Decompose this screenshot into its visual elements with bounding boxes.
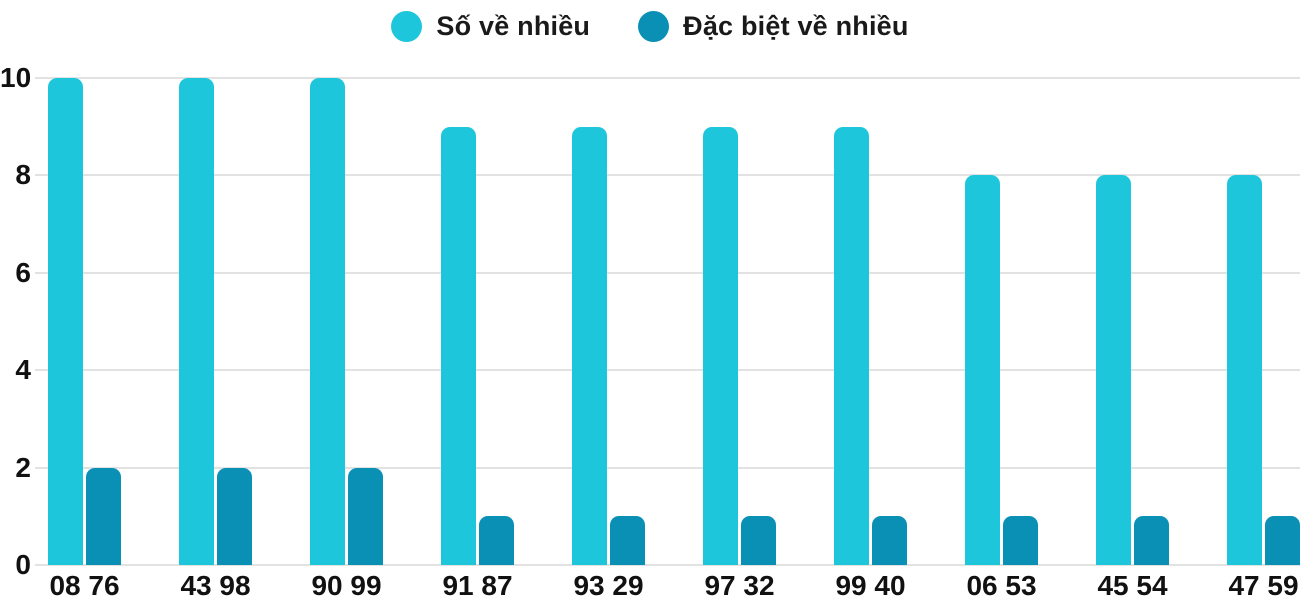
x-axis-label: 06 53 xyxy=(966,570,1037,600)
bar-dac-biet-ve-nhieu-43-98[interactable] xyxy=(217,467,252,565)
legend-item-so-ve-nhieu[interactable]: Số về nhiều xyxy=(391,11,590,42)
legend-label-dac-biet-ve-nhieu: Đặc biệt về nhiều xyxy=(683,11,909,41)
bar-so-ve-nhieu-91-87[interactable] xyxy=(441,126,476,565)
bar-dac-biet-ve-nhieu-97-32[interactable] xyxy=(741,516,776,565)
bar-dac-biet-ve-nhieu-93-29[interactable] xyxy=(610,516,645,565)
bar-so-ve-nhieu-90-99[interactable] xyxy=(310,78,345,565)
gridline xyxy=(35,174,1300,177)
y-axis-label: 4 xyxy=(15,354,31,386)
bar-so-ve-nhieu-43-98[interactable] xyxy=(179,78,214,565)
bar-so-ve-nhieu-97-32[interactable] xyxy=(703,126,738,565)
gridline xyxy=(35,77,1300,79)
x-axis-label: 99 40 xyxy=(835,570,906,600)
bar-dac-biet-ve-nhieu-45-54[interactable] xyxy=(1134,516,1169,565)
bar-so-ve-nhieu-99-40[interactable] xyxy=(834,126,869,565)
y-axis-label: 8 xyxy=(15,159,31,191)
x-axis-label: 91 87 xyxy=(442,570,513,600)
y-axis-label: 6 xyxy=(15,256,31,288)
bar-dac-biet-ve-nhieu-99-40[interactable] xyxy=(872,516,907,565)
bar-so-ve-nhieu-93-29[interactable] xyxy=(572,126,607,565)
x-axis-label: 90 99 xyxy=(311,570,382,600)
gridline xyxy=(35,466,1300,469)
chart-legend: Số về nhiều Đặc biệt về nhiều xyxy=(0,11,1300,42)
x-axis-label: 45 54 xyxy=(1097,570,1168,600)
x-axis-label: 47 59 xyxy=(1228,570,1299,600)
x-axis-label: 43 98 xyxy=(180,570,251,600)
bar-so-ve-nhieu-45-54[interactable] xyxy=(1096,175,1131,565)
x-axis-label: 97 32 xyxy=(704,570,775,600)
bar-so-ve-nhieu-06-53[interactable] xyxy=(965,175,1000,565)
gridline xyxy=(35,271,1300,274)
legend-swatch-cyan-icon xyxy=(391,11,423,42)
legend-item-dac-biet-ve-nhieu[interactable]: Đặc biệt về nhiều xyxy=(638,11,908,42)
gridline xyxy=(35,369,1300,372)
legend-swatch-teal-icon xyxy=(638,11,670,42)
x-axis-label: 08 76 xyxy=(49,570,120,600)
bar-dac-biet-ve-nhieu-08-76[interactable] xyxy=(86,467,121,565)
gridline xyxy=(35,564,1300,566)
bar-dac-biet-ve-nhieu-91-87[interactable] xyxy=(479,516,514,565)
x-axis-label: 93 29 xyxy=(573,570,644,600)
legend-label-so-ve-nhieu: Số về nhiều xyxy=(436,11,591,41)
bar-so-ve-nhieu-47-59[interactable] xyxy=(1227,175,1262,565)
bar-dac-biet-ve-nhieu-06-53[interactable] xyxy=(1003,516,1038,565)
y-axis-label: 10 xyxy=(0,62,32,93)
bar-so-ve-nhieu-08-76[interactable] xyxy=(48,78,83,565)
bar-dac-biet-ve-nhieu-47-59[interactable] xyxy=(1265,516,1300,565)
y-axis-label: 0 xyxy=(15,549,31,580)
bar-dac-biet-ve-nhieu-90-99[interactable] xyxy=(348,467,383,565)
y-axis-label: 2 xyxy=(15,451,31,483)
